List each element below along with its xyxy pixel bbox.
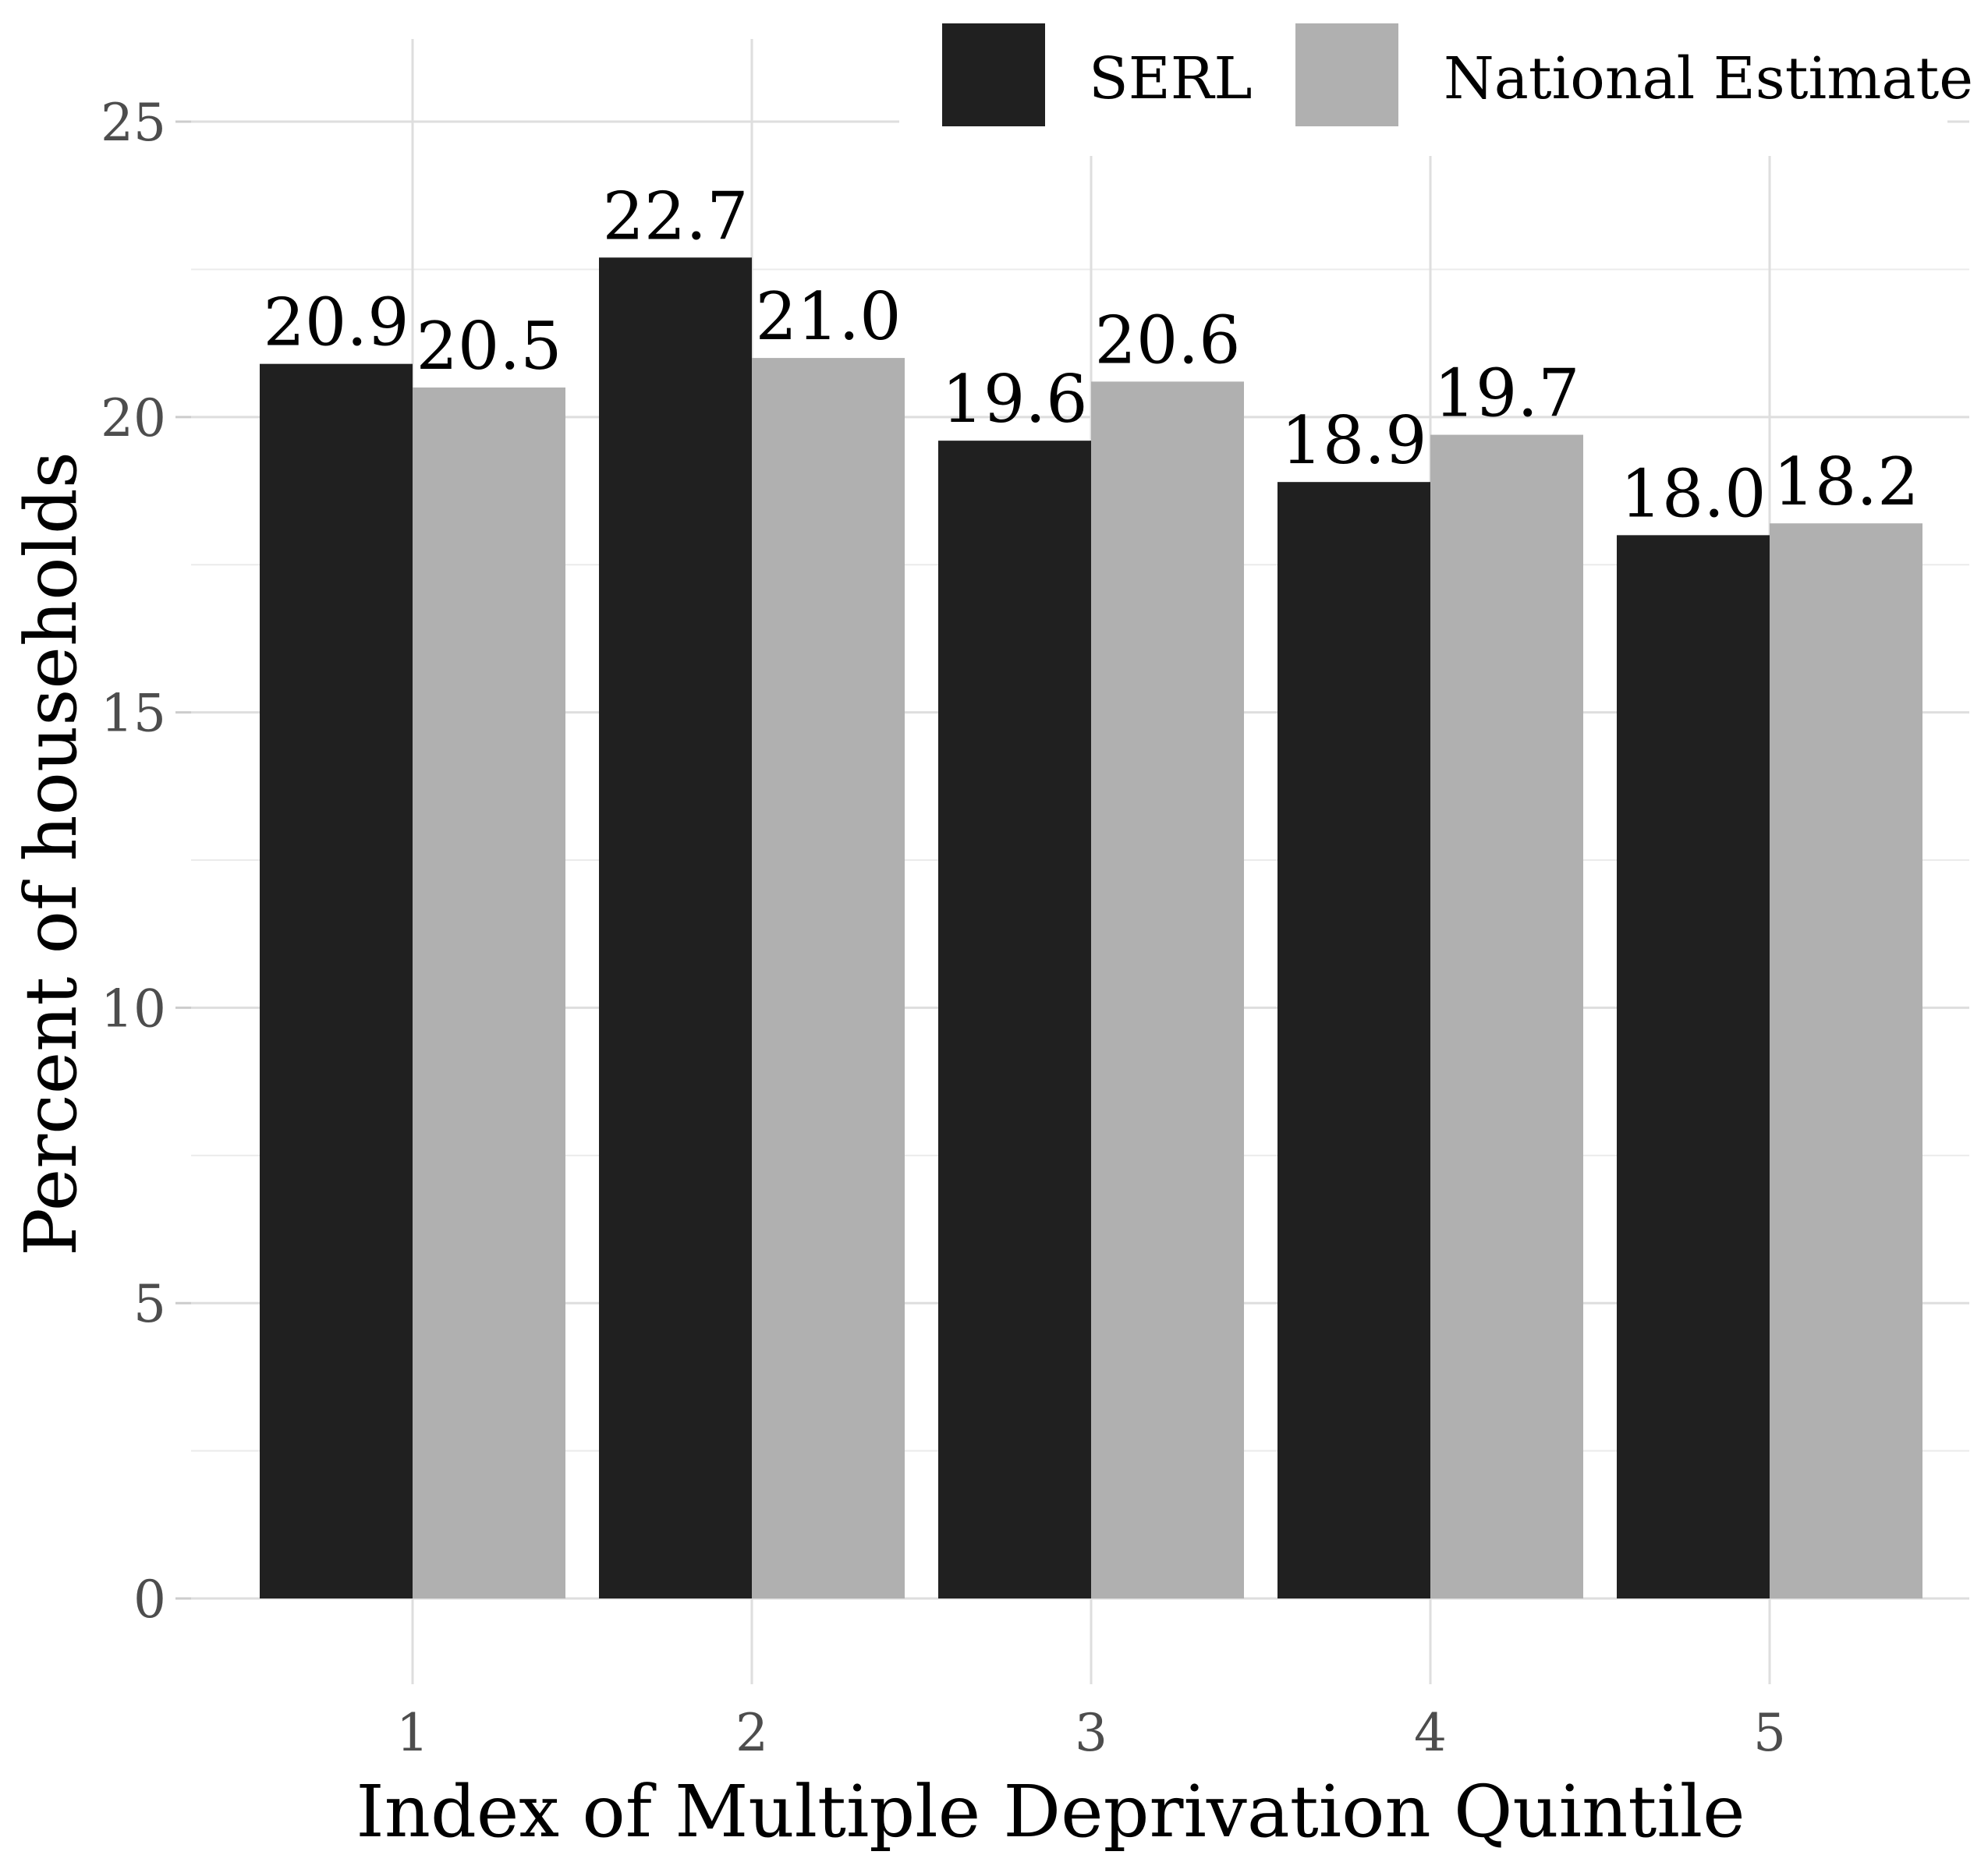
x-axis-title: Index of Multiple Deprivation Quintile — [356, 1770, 1745, 1853]
x-tick-label: 1 — [396, 1703, 429, 1763]
bar-serl-5 — [1617, 535, 1770, 1598]
y-tick-label: 25 — [101, 93, 166, 153]
y-tick-label: 15 — [101, 684, 166, 744]
bars — [260, 257, 1922, 1599]
bar-national-estimate-5 — [1770, 523, 1922, 1598]
y-tick-label: 5 — [133, 1274, 166, 1334]
legend: SERL National Estimate — [899, 23, 1973, 156]
bar-national-estimate-1 — [413, 387, 565, 1598]
y-tick-label: 10 — [101, 979, 166, 1039]
bar-national-estimate-4 — [1430, 434, 1583, 1599]
x-tick-label: 3 — [1075, 1703, 1107, 1763]
bar-national-estimate-3 — [1091, 381, 1244, 1599]
data-label-serl-5: 18.0 — [1620, 455, 1766, 532]
bar-serl-2 — [599, 257, 752, 1599]
bar-national-estimate-2 — [752, 358, 905, 1598]
data-label-national-estimate-2: 21.0 — [755, 278, 901, 355]
y-tick-label: 0 — [133, 1570, 166, 1630]
legend-swatch-serl — [942, 23, 1045, 126]
data-label-national-estimate-4: 19.7 — [1433, 356, 1579, 432]
data-label-serl-4: 18.9 — [1281, 402, 1426, 479]
data-label-serl-2: 22.7 — [602, 178, 748, 254]
x-tick-label: 4 — [1414, 1703, 1447, 1763]
data-labels: 20.9 22.7 19.6 18.9 18.0 20.5 21.0 20.6 19.7 18.2 — [263, 178, 1919, 532]
y-axis-title: Percent of households — [9, 451, 93, 1256]
legend-label-national-estimate: National Estimate — [1444, 45, 1973, 112]
data-label-national-estimate-5: 18.2 — [1773, 444, 1919, 520]
bar-serl-1 — [260, 363, 413, 1599]
bar-serl-4 — [1277, 482, 1430, 1598]
data-label-national-estimate-1: 20.5 — [416, 308, 562, 384]
data-label-national-estimate-3: 20.6 — [1094, 302, 1240, 378]
legend-label-serl: SERL — [1089, 45, 1253, 112]
axes: 0 5 10 15 20 25 1 2 3 4 5 — [101, 93, 1786, 1763]
legend-background — [899, 31, 1947, 156]
y-tick-label: 20 — [101, 388, 166, 448]
x-tick-label: 5 — [1753, 1703, 1786, 1763]
data-label-serl-3: 19.6 — [941, 361, 1087, 437]
bar-serl-3 — [938, 441, 1091, 1598]
data-label-serl-1: 20.9 — [263, 285, 409, 361]
legend-swatch-national-estimate — [1295, 23, 1398, 126]
x-tick-label: 2 — [735, 1703, 768, 1763]
